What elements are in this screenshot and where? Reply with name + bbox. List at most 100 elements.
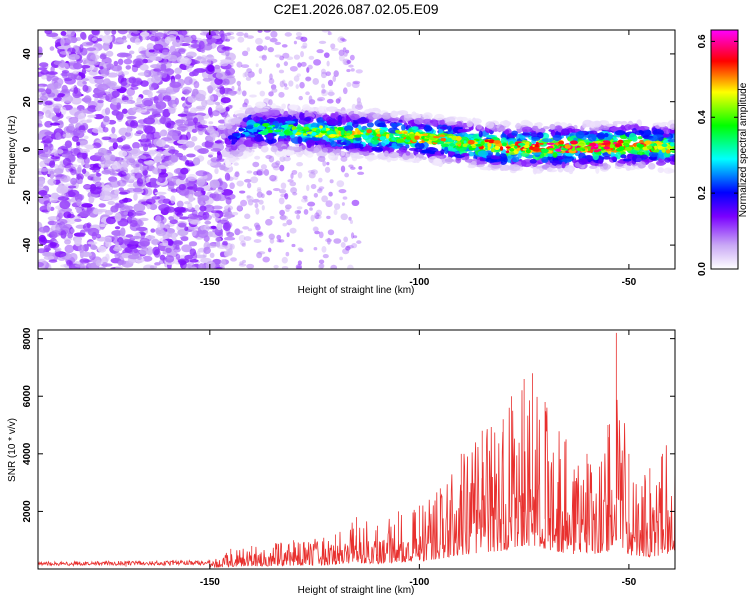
heatmap-cell [656,142,664,145]
heatmap-cell [281,103,286,110]
heatmap-cell [283,141,289,145]
heatmap-cell [256,251,263,259]
heatmap-cell [177,113,188,117]
heatmap-cell [401,124,406,131]
heatmap-cell [110,154,116,161]
heatmap-cell [164,255,175,263]
heatmap-cell [321,83,326,89]
heatmap-cell [326,215,331,220]
snr-x-tick-label: -150 [200,577,220,588]
heatmap-cell [587,133,597,142]
heatmap-cell [242,50,249,57]
heatmap-cell [198,40,205,50]
heatmap-cell [208,121,214,125]
heatmap-cell [332,75,337,82]
snr-y-ticks: 2000 4000 6000 8000 [22,327,675,523]
heatmap-cell [640,154,649,160]
heatmap-cell [252,161,260,168]
heatmap-cell [236,230,243,234]
heatmap-cell [669,123,675,130]
heatmap-cell [256,168,265,176]
heatmap-cell [188,241,198,247]
heatmap-cell [414,133,421,136]
heatmap-cell [414,142,425,150]
heatmap-cell [300,51,304,58]
heatmap-cell [364,155,375,160]
heatmap-cell [615,151,622,160]
heatmap-cell [84,144,94,149]
heatmap-cell [244,213,251,220]
heatmap-cell [578,157,588,165]
heatmap-cell [145,235,156,240]
heatmap-cell [139,165,146,172]
heatmap-cell [501,142,507,147]
heatmap-cell [236,61,243,68]
heatmap-cell [189,248,197,257]
heatmap-cell [60,150,73,155]
heatmap-cell [300,36,308,42]
heatmap-cell [124,246,134,253]
heatmap-cell [359,129,365,133]
heatmap-cell [244,71,248,78]
heatmap-cell [87,114,97,118]
heatmap-cell [241,242,246,247]
heatmap-cell [578,143,585,147]
heatmap-cell [503,119,509,127]
heatmap-cell [640,129,652,138]
heatmap-cell [126,44,132,50]
heatmap-cell [548,148,556,151]
heatmap-cell [285,120,296,124]
heatmap-cell [38,226,50,233]
heatmap-cell [114,226,121,230]
heatmap-cell [622,142,629,146]
heatmap-cell [549,123,556,131]
heatmap-cell [176,200,184,208]
heatmap-cell [233,162,239,166]
heatmap-cell [573,137,579,142]
heatmap-cell [321,30,330,33]
heatmap-cell [236,80,242,86]
heatmap-cell [300,61,307,67]
heatmap-cell [335,148,341,154]
heatmap-cell [272,188,281,192]
heatmap-cell [76,141,81,146]
heatmap-cell [314,212,320,220]
heatmap-cell [132,30,140,34]
heatmap-cell [135,226,148,232]
heatmap-cell [271,88,278,93]
heatmap-cell [538,142,544,145]
heatmap-cell [70,147,81,157]
heatmap-cell [530,132,538,137]
heatmap-cell [149,30,159,33]
heatmap-cell [255,207,260,215]
heatmap-cell [83,135,89,140]
heatmap-cell [344,172,349,178]
heatmap-cell [420,149,432,154]
heatmap-cell [341,202,345,206]
heatmap-cell [346,132,351,137]
heatmap-cell [475,161,488,165]
heatmap-cell [123,197,129,203]
heatmap-cell [203,246,211,255]
heatmap-cell [340,37,345,41]
heatmap-cell [56,218,68,225]
spectrogram-x-ticks: -150 -100 -50 [200,30,637,288]
heatmap-cell [45,247,51,252]
heatmap-cell [50,230,61,237]
heatmap-cell [154,56,163,62]
heatmap-cell [348,64,354,68]
heatmap-cell [243,33,248,39]
heatmap-cell [209,130,220,138]
heatmap-cell [294,210,301,215]
heatmap-cell [117,171,127,177]
heatmap-cell [254,202,259,209]
heatmap-cell [293,75,300,82]
heatmap-cell [320,68,327,75]
heatmap-cell [227,135,235,140]
heatmap-cell [352,80,361,85]
heatmap-cell [194,204,200,212]
heatmap-cell [636,151,645,156]
heatmap-cell [215,266,223,269]
heatmap-cell [38,261,44,268]
heatmap-cell [350,166,356,170]
